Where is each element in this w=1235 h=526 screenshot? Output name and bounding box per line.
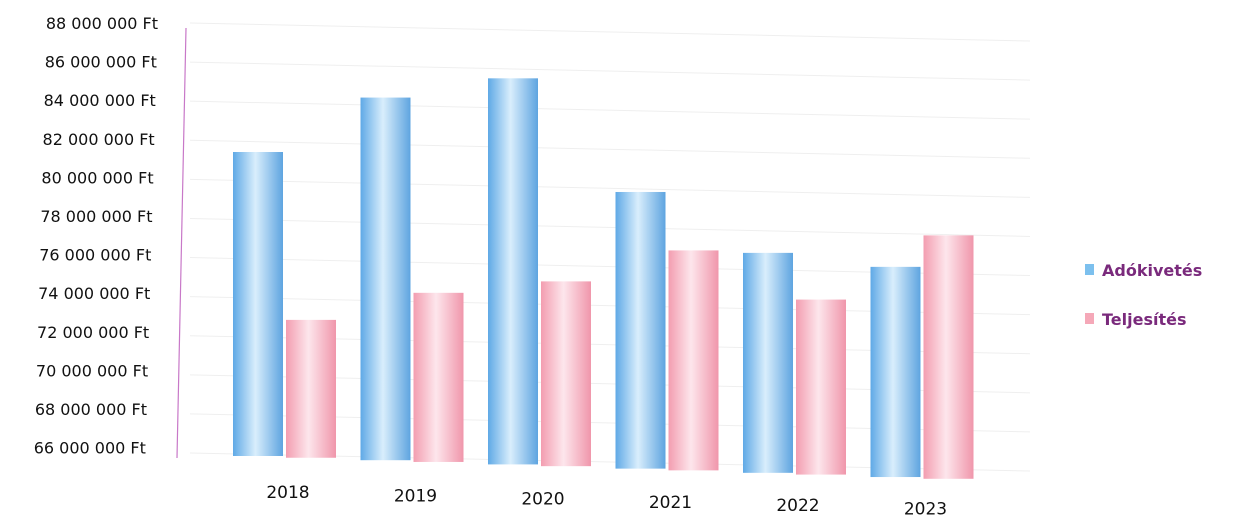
gridline — [189, 100, 1031, 120]
y-tick-label: 68 000 000 Ft — [35, 400, 147, 419]
x-tick-label: 2022 — [776, 496, 819, 516]
bar-adokivetes — [488, 78, 538, 465]
legend-swatch-adokivetes — [1085, 264, 1094, 275]
bar-teljesites — [286, 319, 336, 458]
y-tick-label: 74 000 000 Ft — [38, 284, 150, 303]
x-tick-label: 2020 — [521, 490, 564, 510]
legend: Adókivetés Teljesítés — [1085, 261, 1202, 329]
bar-teljesites — [541, 281, 591, 467]
gridline — [189, 139, 1031, 159]
legend-swatch-teljesites — [1085, 313, 1094, 324]
bar-adokivetes — [233, 152, 283, 456]
legend-label-teljesites: Teljesítés — [1102, 310, 1187, 329]
y-tick-label: 76 000 000 Ft — [39, 246, 151, 265]
y-tick-label: 82 000 000 Ft — [43, 130, 155, 149]
x-tick-label: 2021 — [649, 493, 692, 513]
y-tick-label: 70 000 000 Ft — [36, 361, 148, 380]
gridline — [189, 61, 1031, 81]
x-axis-tick-labels: 2018 2019 2020 2021 2022 2023 — [266, 483, 947, 520]
gridline — [189, 22, 1031, 42]
bar-adokivetes — [743, 252, 793, 473]
x-tick-label: 2023 — [904, 500, 947, 520]
bar-adokivetes — [615, 191, 666, 469]
y-tick-label: 66 000 000 Ft — [34, 439, 146, 458]
bar-adokivetes — [870, 266, 921, 478]
y-tick-label: 80 000 000 Ft — [41, 168, 153, 187]
x-tick-label: 2019 — [394, 486, 437, 506]
y-axis-tick-labels: 88 000 000 Ft 86 000 000 Ft 84 000 000 Ft 8… — [34, 14, 158, 458]
bars — [233, 78, 974, 479]
y-tick-label: 88 000 000 Ft — [46, 14, 158, 33]
bar-adokivetes — [360, 97, 411, 461]
y-tick-label: 86 000 000 Ft — [45, 53, 157, 72]
y-tick-label: 84 000 000 Ft — [44, 91, 156, 110]
gridline — [189, 217, 1031, 237]
bar-teljesites — [923, 235, 974, 479]
y-tick-label: 78 000 000 Ft — [40, 207, 152, 226]
gridline — [189, 178, 1031, 198]
y-axis-line — [176, 27, 187, 459]
bar-teljesites — [413, 292, 464, 462]
x-tick-label: 2018 — [266, 483, 309, 503]
y-tick-label: 72 000 000 Ft — [37, 323, 149, 342]
bar-teljesites — [796, 299, 846, 475]
bar-teljesites — [668, 250, 719, 471]
legend-label-adokivetes: Adókivetés — [1102, 261, 1202, 280]
